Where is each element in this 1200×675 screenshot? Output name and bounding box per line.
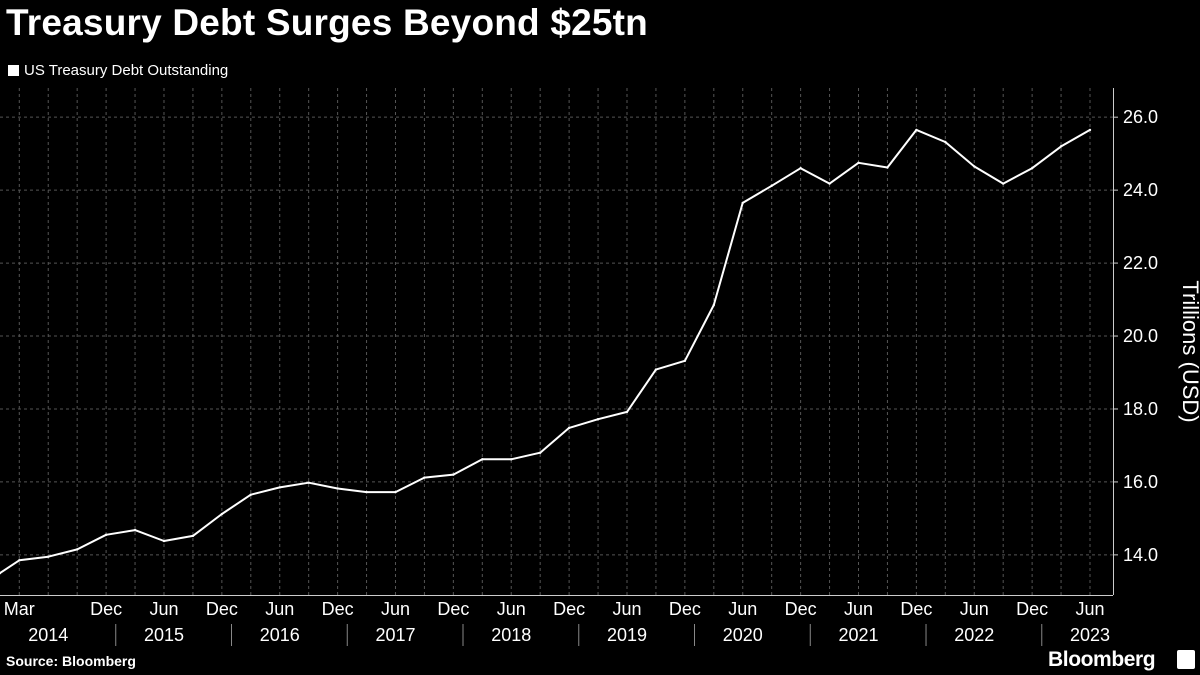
x-month-tick-label: Dec — [900, 599, 932, 619]
brand-logo: Bloomberg — [1048, 648, 1156, 671]
data-point — [770, 184, 773, 187]
data-point — [1030, 167, 1034, 170]
data-point — [18, 559, 21, 562]
data-point — [249, 493, 252, 496]
data-point — [1088, 128, 1092, 132]
x-month-tick-label: Jun — [265, 599, 294, 619]
y-tick-label: 16.0 — [1123, 472, 1158, 492]
x-month-tick-label: Jun — [381, 599, 410, 619]
y-tick-label: 18.0 — [1123, 399, 1158, 419]
data-point — [799, 167, 802, 170]
data-point — [365, 490, 368, 494]
data-point — [1001, 182, 1005, 185]
x-month-tick-label: Dec — [785, 599, 817, 619]
y-axis-title: Trillions (USD) — [1178, 280, 1200, 422]
bloomberg-terminal-icon — [1177, 650, 1195, 669]
x-year-tick-label: 2022 — [954, 625, 994, 645]
x-month-tick-label: Jun — [844, 599, 873, 619]
x-month-tick-label: Dec — [1016, 599, 1048, 619]
x-month-tick-label: Jun — [497, 599, 526, 619]
data-point — [857, 161, 860, 164]
data-point — [828, 182, 831, 185]
data-point — [307, 481, 310, 484]
x-year-tick-label: 2019 — [607, 625, 647, 645]
x-month-tick-label: Jun — [728, 599, 757, 619]
data-point — [220, 512, 224, 516]
data-point — [538, 451, 542, 454]
chart-title: Treasury Debt Surges Beyond $25tn — [6, 2, 648, 43]
data-point — [1059, 145, 1063, 148]
legend-label: US Treasury Debt Outstanding — [24, 62, 229, 79]
source-note: Source: Bloomberg — [6, 653, 136, 669]
x-year-tick-label: 2014 — [28, 625, 68, 645]
data-point — [452, 473, 455, 476]
data-point — [278, 486, 281, 489]
data-point — [741, 201, 744, 205]
data-point — [394, 490, 397, 494]
x-month-tick-label: Jun — [612, 599, 641, 619]
x-month-tick-label: Mar — [4, 599, 35, 619]
x-month-tick-label: Dec — [669, 599, 701, 619]
data-point — [423, 476, 426, 479]
data-point — [336, 487, 339, 490]
x-month-tick-label: Dec — [322, 599, 354, 619]
data-point — [683, 359, 687, 363]
data-point — [712, 303, 716, 307]
data-point — [596, 417, 600, 421]
x-year-tick-label: 2020 — [723, 625, 763, 645]
data-point — [47, 555, 50, 558]
data-point — [915, 128, 918, 132]
data-point — [481, 458, 484, 461]
x-year-tick-label: 2021 — [838, 625, 878, 645]
x-year-tick-label: 2016 — [260, 625, 300, 645]
x-month-tick-label: Dec — [437, 599, 469, 619]
data-point — [510, 458, 513, 461]
data-point — [944, 140, 947, 144]
legend-swatch — [8, 65, 19, 76]
x-month-tick-label: Jun — [1075, 599, 1104, 619]
x-year-tick-label: 2015 — [144, 625, 184, 645]
x-year-tick-label: 2023 — [1070, 625, 1110, 645]
y-tick-label: 26.0 — [1123, 107, 1158, 127]
data-point — [104, 533, 108, 537]
data-point — [191, 534, 195, 538]
y-tick-label: 22.0 — [1123, 253, 1158, 273]
data-point — [973, 165, 976, 168]
data-point — [75, 548, 79, 551]
x-month-tick-label: Dec — [206, 599, 238, 619]
y-tick-label: 20.0 — [1123, 326, 1158, 346]
data-point — [886, 166, 889, 169]
y-tick-label: 24.0 — [1123, 180, 1158, 200]
data-point — [654, 368, 658, 371]
x-year-tick-label: 2018 — [491, 625, 531, 645]
data-point — [133, 528, 137, 532]
x-month-tick-label: Jun — [960, 599, 989, 619]
y-tick-label: 14.0 — [1123, 545, 1158, 565]
data-point — [567, 426, 571, 430]
data-point — [162, 539, 166, 543]
data-point — [625, 410, 629, 414]
x-month-tick-label: Dec — [553, 599, 585, 619]
x-year-tick-label: 2017 — [375, 625, 415, 645]
x-month-tick-label: Jun — [149, 599, 178, 619]
x-month-tick-label: Dec — [90, 599, 122, 619]
data-point — [0, 571, 2, 575]
legend: US Treasury Debt Outstanding — [8, 62, 228, 79]
